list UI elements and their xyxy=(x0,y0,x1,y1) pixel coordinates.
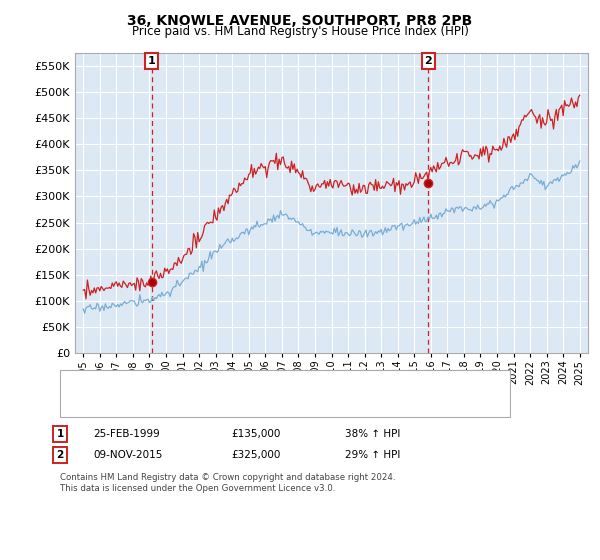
Text: Price paid vs. HM Land Registry's House Price Index (HPI): Price paid vs. HM Land Registry's House … xyxy=(131,25,469,38)
Text: 2: 2 xyxy=(425,56,433,66)
Text: 1: 1 xyxy=(56,429,64,439)
Text: 29% ↑ HPI: 29% ↑ HPI xyxy=(345,450,400,460)
Text: ─────: ───── xyxy=(63,398,101,410)
Text: 36, KNOWLE AVENUE, SOUTHPORT, PR8 2PB (detached house): 36, KNOWLE AVENUE, SOUTHPORT, PR8 2PB (d… xyxy=(99,378,424,388)
Text: ─────: ───── xyxy=(63,376,101,389)
Text: £135,000: £135,000 xyxy=(231,429,280,439)
Text: 2: 2 xyxy=(56,450,64,460)
Text: 1: 1 xyxy=(148,56,155,66)
Text: 09-NOV-2015: 09-NOV-2015 xyxy=(93,450,163,460)
Text: 25-FEB-1999: 25-FEB-1999 xyxy=(93,429,160,439)
Text: HPI: Average price, detached house, Sefton: HPI: Average price, detached house, Seft… xyxy=(99,399,326,409)
Text: 36, KNOWLE AVENUE, SOUTHPORT, PR8 2PB: 36, KNOWLE AVENUE, SOUTHPORT, PR8 2PB xyxy=(127,14,473,28)
Text: £325,000: £325,000 xyxy=(231,450,280,460)
Text: 38% ↑ HPI: 38% ↑ HPI xyxy=(345,429,400,439)
Text: Contains HM Land Registry data © Crown copyright and database right 2024.
This d: Contains HM Land Registry data © Crown c… xyxy=(60,473,395,493)
